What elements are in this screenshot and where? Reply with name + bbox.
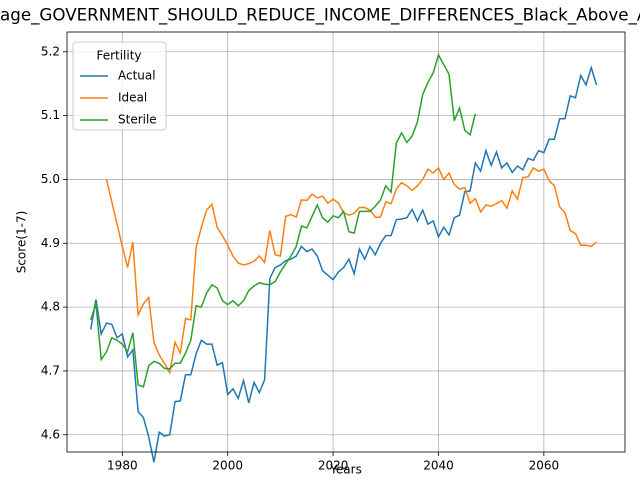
x-tick-label: 2020 [318, 459, 349, 473]
legend-label: Actual [118, 69, 156, 83]
x-axis-label: Years [329, 463, 362, 477]
series-line [89, 65, 598, 463]
y-tick-label: 4.8 [41, 300, 60, 314]
y-tick-label: 5.2 [41, 44, 60, 58]
ticks: 1980 2000 2020 2040 2060 4.6 4.7 4.8 4.9 5.0 5.1 5.… [41, 44, 559, 472]
y-tick-label: 4.6 [41, 427, 60, 441]
legend-label: Ideal [118, 91, 147, 105]
legend-box [72, 41, 167, 131]
y-tick-label: 4.9 [41, 236, 60, 250]
y-tick-label: 5.1 [41, 108, 60, 122]
x-tick-label: 2060 [529, 459, 560, 473]
x-tick-label: 1980 [107, 459, 138, 473]
legend: Fertility Actual Ideal Sterile [72, 41, 167, 131]
legend-title: Fertility [96, 49, 141, 63]
series-line [89, 53, 477, 388]
plot-lines [89, 53, 598, 463]
y-tick-label: 4.7 [41, 363, 60, 377]
y-tick-label: 5.0 [41, 172, 60, 186]
grid [67, 32, 625, 452]
chart-title: age_GOVERNMENT_SHOULD_REDUCE_INCOME_DIFF… [0, 5, 640, 26]
x-tick-label: 2040 [423, 459, 454, 473]
series-line [105, 166, 598, 376]
y-axis-label: Score(1-7) [15, 211, 29, 274]
plot-frame [66, 31, 626, 453]
x-tick-label: 2000 [212, 459, 243, 473]
legend-label: Sterile [118, 113, 157, 127]
